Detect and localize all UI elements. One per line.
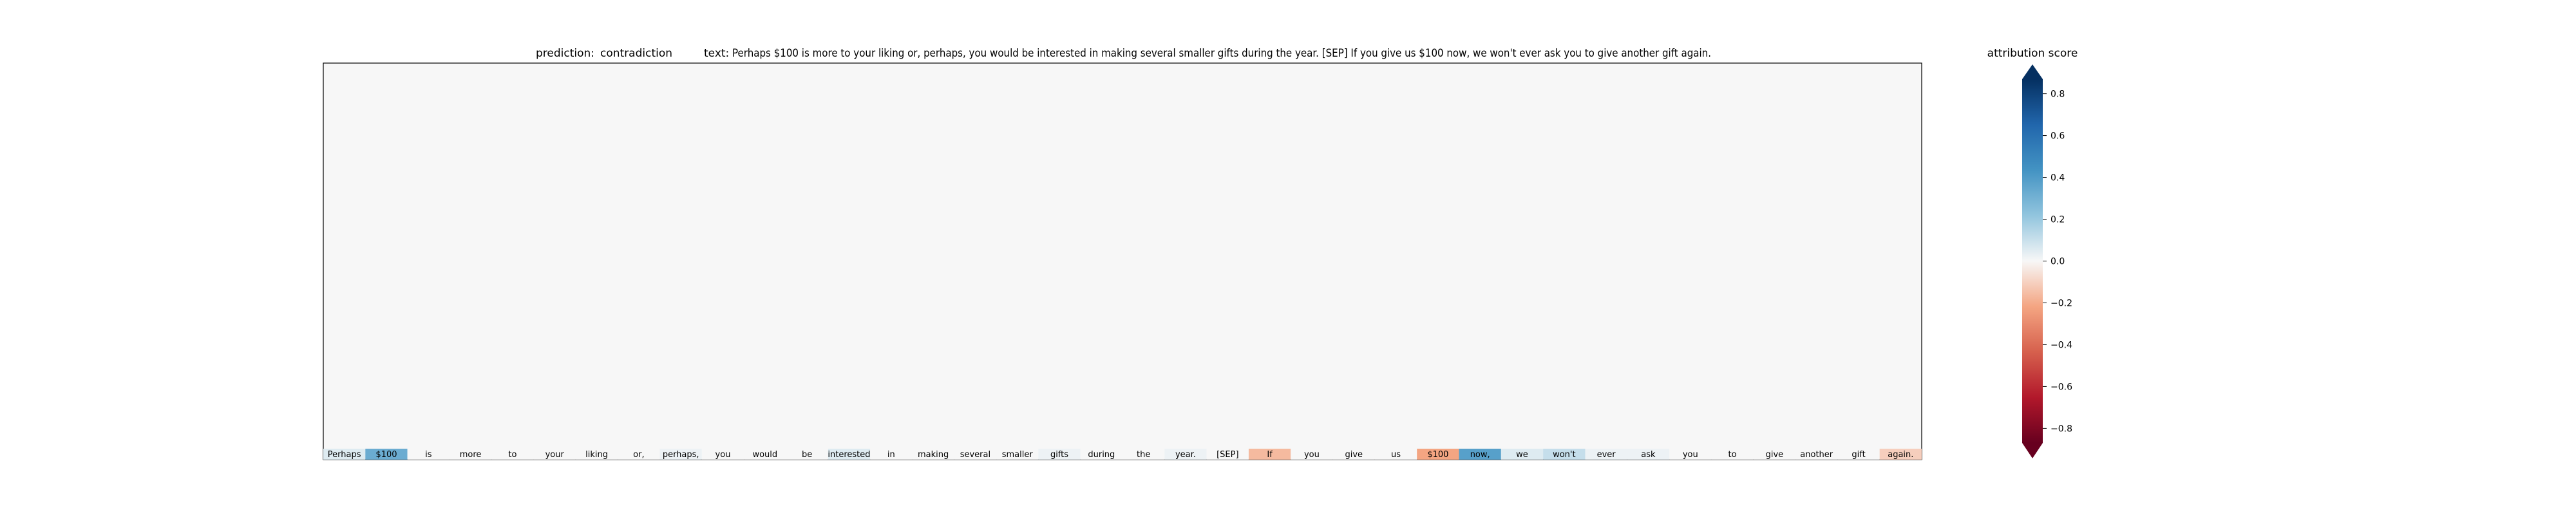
token-label: we — [1516, 450, 1528, 460]
token-label: ask — [1641, 450, 1656, 460]
heatmap-cell — [1627, 449, 1670, 460]
token-label: give — [1345, 450, 1363, 460]
token-label: would — [752, 450, 777, 460]
colorbar-bar — [2022, 79, 2043, 443]
heatmap-cell — [996, 449, 1039, 460]
token-label: again. — [1888, 450, 1913, 460]
heatmap-cell — [449, 449, 492, 460]
heatmap-cell — [1711, 449, 1754, 460]
heatmap-cell — [1501, 449, 1544, 460]
token-label: interested — [828, 450, 870, 460]
heatmap-cell — [1585, 449, 1627, 460]
colorbar-ticks: 0.8 0.6 0.4 0.2 0.0 −0.2 −0.4 −0.6 −0.8 — [2043, 89, 2072, 434]
colorbar-tick-label: 0.8 — [2050, 89, 2065, 100]
token-label: gift — [1852, 450, 1865, 460]
heatmap-cell — [1753, 449, 1796, 460]
heatmap-frame — [323, 62, 1922, 460]
colorbar-bottom-arrow — [2022, 443, 2043, 458]
heatmap-cell — [1879, 449, 1922, 460]
token-label: liking — [585, 450, 608, 460]
heatmap-cell — [870, 449, 913, 460]
token-label: If — [1267, 450, 1273, 460]
heatmap-cell — [1669, 449, 1712, 460]
token-label: or, — [633, 450, 644, 460]
heatmap-cell — [744, 449, 786, 460]
heatmap-cell — [1080, 449, 1122, 460]
heatmap-cell — [323, 449, 366, 460]
heatmap-cell — [1795, 449, 1838, 460]
token-label: now, — [1470, 450, 1490, 460]
heatmap-cell — [659, 449, 702, 460]
heatmap-cell — [912, 449, 954, 460]
token-label: more — [460, 450, 482, 460]
heatmap-cell — [1291, 449, 1333, 460]
colorbar-tick-label: 0.6 — [2050, 131, 2065, 142]
heatmap-cell — [575, 449, 618, 460]
title-text-prefix: text: — [704, 47, 729, 60]
token-label: give — [1766, 450, 1784, 460]
heatmap-cell — [1122, 449, 1165, 460]
title-prediction-prefix: prediction: — [536, 47, 594, 60]
token-label: Perhaps — [328, 450, 361, 460]
heatmap-cell — [1543, 449, 1586, 460]
colorbar-tick-label: −0.4 — [2050, 340, 2072, 350]
colorbar-tick-label: 0.2 — [2050, 215, 2065, 225]
colorbar-tick-label: −0.6 — [2050, 382, 2072, 392]
heatmap-cell — [1248, 449, 1291, 460]
heatmap-cell — [407, 449, 450, 460]
token-label: you — [715, 450, 731, 460]
colorbar-tick-label: 0.0 — [2050, 257, 2065, 267]
colorbar-top-arrow — [2022, 64, 2043, 79]
title-text-value: Perhaps $100 is more to your liking or, … — [732, 47, 1711, 60]
token-label: $100 — [1427, 450, 1448, 460]
heatmap-cell — [954, 449, 997, 460]
heatmap-cell — [1164, 449, 1207, 460]
token-label: in — [887, 450, 895, 460]
token-label: you — [1304, 450, 1320, 460]
token-label: you — [1683, 450, 1698, 460]
heatmap-cell — [1837, 449, 1880, 460]
title-prediction-value: contradiction — [600, 47, 672, 60]
heatmap-cell — [618, 449, 660, 460]
colorbar: attribution score 0.8 0.6 0.4 0.2 0.0 −0.2 −0.… — [1987, 47, 2078, 458]
heatmap-cell — [786, 449, 828, 460]
heatmap-cell — [491, 449, 534, 460]
token-label: several — [960, 450, 990, 460]
heatmap-cells: Perhaps $100 is more to your liking or, perhaps,… — [323, 449, 1922, 460]
heatmap-cell — [1417, 449, 1459, 460]
heatmap-cell — [701, 449, 744, 460]
heatmap-cell — [828, 449, 871, 460]
heatmap-cell — [1459, 449, 1501, 460]
token-label: another — [1800, 450, 1833, 460]
token-label: to — [508, 450, 516, 460]
token-label: gifts — [1050, 450, 1068, 460]
heatmap-cell — [533, 449, 576, 460]
colorbar-tick-label: −0.8 — [2050, 424, 2072, 434]
colorbar-tick-label: −0.2 — [2050, 298, 2072, 308]
token-label: your — [545, 450, 565, 460]
token-label: year. — [1175, 450, 1196, 460]
token-label: ever — [1597, 450, 1616, 460]
token-label: us — [1391, 450, 1401, 460]
token-label: won't — [1553, 450, 1576, 460]
token-label: [SEP] — [1217, 450, 1238, 460]
token-label: smaller — [1002, 450, 1034, 460]
chart-title: prediction: contradiction text: Perhaps … — [536, 47, 1711, 60]
colorbar-tick-label: 0.4 — [2050, 173, 2065, 183]
token-label: be — [802, 450, 812, 460]
heatmap-cell — [365, 449, 408, 460]
heatmap-cell — [1332, 449, 1375, 460]
colorbar-label: attribution score — [1987, 47, 2078, 60]
token-label: making — [918, 450, 949, 460]
token-label: the — [1137, 450, 1150, 460]
token-label: perhaps, — [663, 450, 699, 460]
heatmap-cell — [1206, 449, 1249, 460]
token-label: during — [1088, 450, 1115, 460]
token-label: is — [425, 450, 432, 460]
token-label: to — [1728, 450, 1737, 460]
heatmap-cell — [1038, 449, 1081, 460]
token-label: $100 — [375, 450, 397, 460]
heatmap-cell — [1374, 449, 1417, 460]
